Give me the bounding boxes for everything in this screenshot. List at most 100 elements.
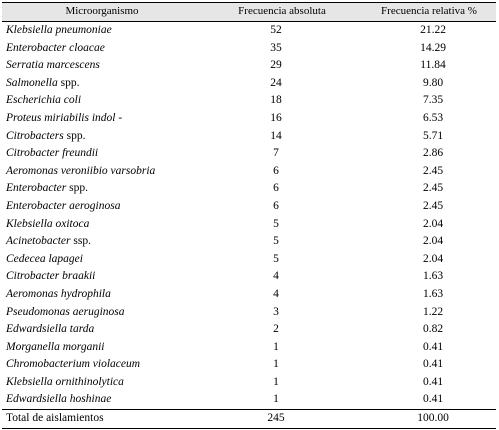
organism-name: Edwardsiella tarda (6, 323, 95, 336)
organism-cell: Klebsiella ornithinolytica (2, 374, 202, 392)
absolute-frequency-cell: 3 (273, 305, 279, 318)
organism-suffix: spp. (66, 182, 88, 195)
header-relative: Frecuencia relativa % (362, 2, 496, 22)
relative-frequency-cell: 1.63 (422, 287, 444, 300)
organism-name: Klebsiella ornithinolytica (6, 375, 124, 388)
organism-name: Citrobacters (6, 129, 64, 142)
header-row: Microorganismo Frecuencia absoluta Frecu… (2, 2, 496, 22)
table-row: Enterobacter spp. 6 2.45 (2, 180, 496, 198)
absolute-frequency-cell: 5 (273, 217, 279, 230)
absolute-frequency-cell: 6 (273, 182, 279, 195)
organism-name: Aeromonas hydrophila (6, 287, 111, 300)
table-row: Aeromonas hydrophila 4 1.63 (2, 286, 496, 304)
organism-cell: Acinetobacter ssp. (2, 233, 202, 251)
absolute-frequency-cell: 1 (273, 358, 279, 371)
organism-cell: Klebsiella pneumoniae (2, 22, 202, 40)
organism-name: Enterobacter cloacae (6, 41, 105, 54)
header-absolute: Frecuencia absoluta (202, 2, 362, 22)
relative-frequency-cell: 0.41 (422, 358, 444, 371)
table-row: Citrobacter braakii 4 1.63 (2, 268, 496, 286)
table-row: Pseudomonas aeruginosa 3 1.22 (2, 304, 496, 322)
organism-cell: Chromobacterium violaceum (2, 356, 202, 374)
absolute-frequency-cell: 1 (273, 375, 279, 388)
absolute-frequency-cell: 24 (270, 76, 282, 89)
organism-name: Pseudomonas aeruginosa (6, 305, 125, 318)
relative-frequency-cell: 14.29 (420, 41, 446, 54)
table-row: Morganella morganii 1 0.41 (2, 339, 496, 357)
relative-frequency-cell: 2.45 (422, 164, 444, 177)
organism-name: Morganella morganii (6, 340, 105, 353)
absolute-frequency-cell: 29 (270, 59, 282, 72)
absolute-frequency-cell: 1 (273, 340, 279, 353)
organism-cell: Salmonella spp. (2, 75, 202, 93)
organism-name: Acinetobacter (6, 235, 71, 248)
organism-cell: Citrobacters spp. (2, 128, 202, 146)
relative-frequency-cell: 9.80 (422, 76, 444, 89)
table-row: Chromobacterium violaceum 1 0.41 (2, 356, 496, 374)
table-row: Acinetobacter ssp. 5 2.04 (2, 233, 496, 251)
organism-cell: Pseudomonas aeruginosa (2, 304, 202, 322)
organism-name: Chromobacterium violaceum (6, 358, 141, 371)
relative-frequency-cell: 0.82 (422, 323, 444, 336)
absolute-frequency-cell: 5 (273, 235, 279, 248)
organism-cell: Cedecea lapagei (2, 251, 202, 269)
organism-cell: Escherichia coli (2, 92, 202, 110)
table-row: Enterobacter cloacae 35 14.29 (2, 40, 496, 58)
relative-frequency-cell: 0.41 (422, 375, 444, 388)
table-row: Edwardsiella tarda 2 0.82 (2, 321, 496, 339)
relative-frequency-cell: 2.86 (422, 147, 444, 160)
organism-name: Aeromonas veroniibio varsobria (6, 164, 156, 177)
relative-frequency-cell: 11.84 (420, 59, 446, 72)
table-row: Citrobacters spp. 14 5.71 (2, 128, 496, 146)
header-organism: Microorganismo (2, 2, 202, 22)
absolute-frequency-cell: 4 (273, 287, 279, 300)
total-absolute: 245 (202, 409, 362, 429)
absolute-frequency-cell: 14 (270, 129, 282, 142)
organism-name: Klebsiella oxitoca (6, 217, 90, 230)
total-relative: 100.00 (362, 409, 496, 429)
organism-cell: Morganella morganii (2, 339, 202, 357)
organism-cell: Serratia marcescens (2, 57, 202, 75)
organism-cell: Proteus miriabilis indol - (2, 110, 202, 128)
organism-name: Edwardsiella hoshinae (6, 393, 112, 406)
relative-frequency-cell: 5.71 (422, 129, 444, 142)
absolute-frequency-cell: 4 (273, 270, 279, 283)
relative-frequency-cell: 2.45 (422, 199, 444, 212)
table-header: Microorganismo Frecuencia absoluta Frecu… (2, 2, 496, 22)
absolute-frequency-cell: 1 (273, 393, 279, 406)
absolute-frequency-cell: 18 (270, 94, 282, 107)
absolute-frequency-cell: 6 (273, 164, 279, 177)
relative-frequency-cell: 7.35 (422, 94, 444, 107)
relative-frequency-cell: 0.41 (422, 340, 444, 353)
organism-cell: Enterobacter spp. (2, 180, 202, 198)
absolute-frequency-cell: 52 (270, 24, 282, 36)
organism-cell: Aeromonas hydrophila (2, 286, 202, 304)
organism-cell: Edwardsiella tarda (2, 321, 202, 339)
relative-frequency-cell: 2.04 (422, 217, 444, 230)
absolute-frequency-cell: 2 (273, 323, 279, 336)
organism-name: Escherichia coli (6, 94, 82, 107)
organism-cell: Citrobacter freundii (2, 145, 202, 163)
table-row: Aeromonas veroniibio varsobria 6 2.45 (2, 163, 496, 181)
relative-frequency-cell: 1.22 (422, 305, 444, 318)
table-row: Salmonella spp. 24 9.80 (2, 75, 496, 93)
table-row: Edwardsiella hoshinae 1 0.41 (2, 391, 496, 409)
organism-name: Enterobacter aeroginosa (6, 199, 121, 212)
total-row: Total de aislamientos 245 100.00 (2, 409, 496, 429)
table-row: Cedecea lapagei 5 2.04 (2, 251, 496, 269)
table-row: Klebsiella ornithinolytica 1 0.41 (2, 374, 496, 392)
table-row: Serratia marcescens 29 11.84 (2, 57, 496, 75)
total-label: Total de aislamientos (2, 409, 202, 429)
organism-name: Enterobacter (6, 182, 67, 195)
absolute-frequency-cell: 35 (270, 41, 282, 54)
organism-cell: Edwardsiella hoshinae (2, 391, 202, 409)
table-row: Enterobacter aeroginosa 6 2.45 (2, 198, 496, 216)
table-row: Klebsiella pneumoniae 52 21.22 (2, 22, 496, 40)
organism-cell: Aeromonas veroniibio varsobria (2, 163, 202, 181)
organism-name: Klebsiella pneumoniae (6, 24, 112, 36)
table-row: Citrobacter freundii 7 2.86 (2, 145, 496, 163)
table-row: Escherichia coli 18 7.35 (2, 92, 496, 110)
relative-frequency-cell: 2.45 (422, 182, 444, 195)
